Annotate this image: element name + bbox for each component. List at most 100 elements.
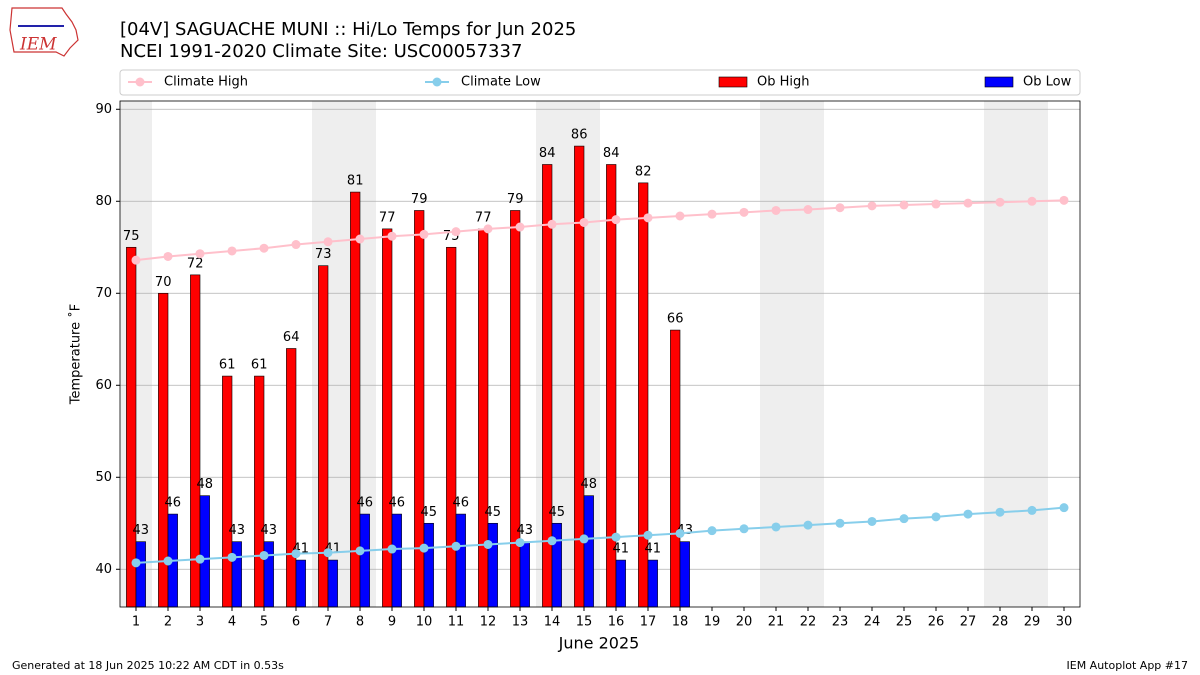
data-label: 43 (517, 523, 534, 538)
data-label: 84 (603, 146, 620, 161)
x-tick-label: 13 (512, 615, 529, 630)
bar (510, 210, 521, 608)
line-marker (547, 536, 557, 546)
line-marker (739, 207, 749, 217)
data-label: 43 (261, 523, 278, 538)
bar (199, 495, 210, 608)
data-label: 46 (357, 496, 374, 511)
legend-label: Climate Low (461, 75, 541, 90)
y-tick-label: 50 (95, 470, 112, 485)
y-tick-label: 70 (95, 286, 112, 301)
bar (679, 541, 690, 608)
shade-band (1016, 101, 1048, 607)
x-tick-label: 20 (736, 615, 753, 630)
data-label: 48 (197, 477, 214, 492)
line-marker (835, 518, 845, 528)
line-marker (259, 243, 269, 253)
line-marker (291, 549, 301, 559)
data-label: 77 (475, 210, 492, 225)
x-tick-label: 9 (388, 615, 396, 630)
line-marker (675, 528, 685, 538)
data-label: 73 (315, 247, 332, 262)
footer-right: IEM Autoplot App #17 (1067, 659, 1189, 672)
logo: IEM (9, 7, 79, 57)
legend-swatch (984, 76, 1014, 88)
bar (478, 228, 489, 608)
bar (670, 329, 681, 608)
y-tick-label: 40 (95, 562, 112, 577)
line-marker (547, 219, 557, 229)
x-tick-label: 24 (864, 615, 881, 630)
shade-band (792, 101, 824, 607)
data-label: 66 (667, 312, 684, 327)
data-label: 43 (133, 523, 150, 538)
data-label: 79 (507, 192, 524, 207)
x-tick-label: 11 (448, 615, 465, 630)
legend-swatch (718, 76, 748, 88)
x-tick-label: 14 (544, 615, 561, 630)
line-marker (835, 203, 845, 213)
x-tick-label: 8 (356, 615, 364, 630)
line-marker (515, 222, 525, 232)
line-marker (771, 205, 781, 215)
line-marker (995, 197, 1005, 207)
bar (487, 522, 498, 608)
line (135, 199, 1065, 262)
x-tick-label: 4 (228, 615, 236, 630)
x-tick-label: 17 (640, 615, 657, 630)
line-marker (579, 217, 589, 227)
data-label: 61 (251, 358, 268, 373)
line-marker (579, 534, 589, 544)
line-marker (355, 234, 365, 244)
legend-swatch (135, 77, 145, 87)
bar (135, 541, 146, 608)
line-marker (931, 199, 941, 209)
x-tick-label: 2 (164, 615, 172, 630)
line-marker (227, 552, 237, 562)
data-label: 45 (421, 505, 438, 520)
bar (359, 513, 370, 608)
line-marker (1059, 195, 1069, 205)
x-tick-label: 21 (768, 615, 785, 630)
line-marker (963, 509, 973, 519)
data-label: 84 (539, 146, 556, 161)
line-marker (771, 522, 781, 532)
x-tick-label: 3 (196, 615, 204, 630)
data-label: 61 (219, 358, 236, 373)
legend-label: Climate High (164, 75, 248, 90)
legend-swatch (432, 77, 442, 87)
line-marker (899, 200, 909, 210)
bar (423, 522, 434, 608)
bar (295, 559, 306, 608)
line-marker (707, 526, 717, 536)
line-marker (291, 240, 301, 250)
shade-band (984, 101, 1016, 607)
line-marker (515, 538, 525, 548)
x-axis-label: June 2025 (558, 634, 640, 653)
line (135, 506, 1065, 564)
line-marker (323, 548, 333, 558)
line-marker (899, 514, 909, 524)
legend-label: Ob Low (1023, 75, 1072, 90)
y-tick-label: 80 (95, 194, 112, 209)
data-label: 86 (571, 128, 588, 143)
data-label: 70 (155, 275, 172, 290)
line-marker (803, 205, 813, 215)
x-tick-label: 15 (576, 615, 593, 630)
line-marker (195, 249, 205, 259)
line-marker (643, 530, 653, 540)
x-tick-label: 22 (800, 615, 817, 630)
y-axis-label: Temperature ˚F (68, 304, 84, 405)
chart-subtitle: NCEI 1991-2020 Climate Site: USC00057337 (120, 41, 522, 62)
line-marker (867, 516, 877, 526)
line-marker (643, 213, 653, 223)
data-label: 45 (549, 505, 566, 520)
line-marker (611, 532, 621, 542)
bar (254, 375, 265, 608)
logo-outline (9, 7, 79, 57)
bar (286, 348, 297, 608)
line-marker (163, 251, 173, 261)
data-label: 82 (635, 164, 652, 179)
bar (231, 541, 242, 608)
line-marker (867, 201, 877, 211)
